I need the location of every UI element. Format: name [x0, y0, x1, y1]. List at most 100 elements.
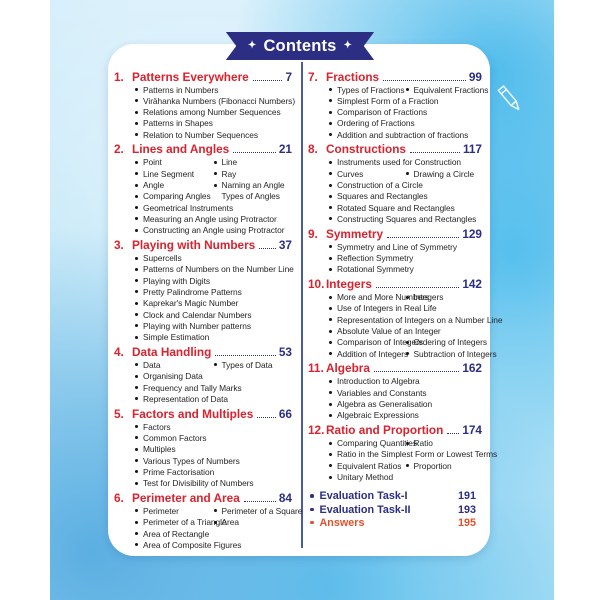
bullet-icon	[329, 183, 332, 187]
topic-label: Patterns in Numbers	[143, 84, 219, 95]
topic-label: Common Factors	[143, 432, 207, 443]
topic-item: Algebraic Expressions	[329, 410, 482, 421]
topic-label: Constructing Squares and Rectangles	[337, 213, 477, 224]
topic-label: Instruments used for Construction	[337, 157, 462, 168]
topic-label: Construction of a Circle	[337, 180, 423, 191]
bullet-icon	[405, 340, 409, 344]
chapter-heading: 12. Ratio and Proportion 174	[308, 423, 482, 437]
topic-row: Geometrical Instruments	[135, 203, 292, 214]
topic-item: Types of Fractions	[329, 85, 406, 96]
extra-page-number: 193	[457, 503, 476, 516]
topic-label: Addition of Integers	[337, 348, 409, 359]
bullet-icon	[329, 340, 332, 344]
topic-item: Point	[135, 157, 214, 168]
topic-label: Prime Factorisation	[143, 466, 215, 477]
chapter-title: Fractions	[326, 69, 380, 84]
chapter-title: Integers	[326, 277, 372, 292]
topic-row: Addition of Integers Subtraction of Inte…	[329, 348, 497, 360]
topic-row: Organising Data	[135, 371, 292, 382]
bullet-icon	[405, 88, 409, 91]
topic-row: Pretty Palindrome Patterns	[135, 287, 292, 298]
topic-label: Factors	[143, 421, 171, 432]
chapter-number: 7.	[308, 69, 318, 84]
topic-row: Relation to Number Sequences	[135, 130, 292, 141]
bullet-icon	[405, 441, 409, 445]
topic-row: Instruments used for Construction	[329, 157, 482, 168]
topic-item: Measuring an Angle using Protractor	[135, 214, 292, 225]
topic-label: Representation of Integers on a Number L…	[337, 314, 503, 325]
topic-item: Naming an Angle	[213, 180, 293, 191]
topic-row: Constructing Squares and Rectangles	[329, 214, 482, 225]
topic-label: Types of Fractions	[337, 84, 405, 95]
page-title: Contents	[263, 36, 337, 55]
topic-item: Representation of Data	[135, 394, 292, 405]
topic-item: Ray	[213, 168, 293, 180]
topic-label: Comparison of Fractions	[337, 107, 428, 118]
topic-row: Reflection Symmetry	[329, 253, 482, 264]
topic-item: Various Types of Numbers	[135, 456, 292, 467]
topic-item: Ordering of Integers	[405, 337, 487, 348]
bullet-icon	[135, 279, 138, 283]
dotted-leader	[373, 371, 460, 373]
topic-item: Algebra as Generalisation	[329, 399, 482, 410]
topic-label: Ray	[221, 168, 237, 179]
topic-item: Prime Factorisation	[135, 467, 292, 478]
topic-label: Relations among Number Sequences	[143, 107, 281, 118]
topic-row: Perimeter Perimeter of a Square	[135, 506, 302, 517]
chapter-title: Symmetry	[326, 226, 384, 241]
bullet-icon	[213, 160, 217, 164]
bullet-icon	[329, 110, 332, 114]
topic-label: Squares and Rectangles	[337, 191, 428, 202]
star-icon: ✦	[343, 40, 353, 51]
topic-item: Frequency and Tally Marks	[135, 383, 292, 394]
bullet-icon	[135, 133, 138, 137]
topic-item: Squares and Rectangles	[329, 191, 482, 202]
bullet-icon	[213, 363, 217, 367]
chapter-entry: 1. Patterns Everywhere 7 Patterns in Num…	[114, 69, 296, 141]
topic-list: More and More Numbers Integers Use of In…	[308, 292, 503, 360]
topic-row: Playing with Number patterns	[135, 321, 292, 332]
chapter-title: Perimeter and Area	[132, 490, 240, 505]
bullet-icon	[135, 301, 138, 305]
chapter-number: 4.	[114, 344, 124, 359]
chapter-heading: 8. Constructions 117	[308, 142, 482, 156]
topic-label: More and More Numbers	[337, 292, 430, 303]
bullet-icon	[135, 425, 138, 429]
contents-banner: ✦ Contents ✦	[225, 32, 375, 60]
bullet-icon	[135, 206, 138, 210]
topic-list: Perimeter Perimeter of a Square Perimete…	[114, 506, 302, 551]
topic-row: Clock and Calendar Numbers	[135, 310, 292, 321]
extra-page-number: 195	[457, 516, 476, 529]
chapter-title: Algebra	[326, 361, 370, 376]
topic-row: Common Factors	[135, 433, 292, 444]
topic-row: Rotational Symmetry	[329, 264, 482, 275]
dotted-leader	[387, 236, 460, 238]
topic-row: Curves Drawing a Circle	[329, 169, 482, 180]
chapter-title: Factors and Multiples	[132, 406, 254, 421]
chapter-title: Constructions	[326, 142, 406, 157]
chapter-number: 1.	[114, 69, 124, 84]
topic-item: Equivalent Fractions	[405, 85, 488, 96]
bullet-icon	[135, 290, 138, 294]
topic-row: Constructing an Angle using Protractor	[135, 225, 292, 236]
topic-list: Point Line Line Segment Ray Angle Naming…	[114, 157, 292, 236]
topic-label: Clock and Calendar Numbers	[143, 309, 252, 320]
topic-label: Playing with Digits	[143, 275, 211, 286]
topic-row: Unitary Method	[329, 472, 482, 483]
topic-label: Unitary Method	[337, 472, 394, 483]
topic-row: Playing with Digits	[135, 276, 292, 287]
topic-label: Ratio in the Simplest Form or Lowest Ter…	[337, 449, 498, 460]
bullet-icon	[135, 386, 138, 390]
topic-list: Patterns in Numbers Virāhanka Numbers (F…	[114, 84, 296, 141]
bullet-icon	[329, 160, 332, 164]
topic-item: Introduction to Algebra	[329, 376, 482, 387]
topic-label: Perimeter of a Triangle	[143, 517, 227, 528]
chapter-entry: 10. Integers 142 More and More Numbers I…	[308, 277, 503, 360]
topic-item: Types of Angles	[214, 191, 293, 202]
chapter-entry: 4. Data Handling 53 Data Types of Data O…	[114, 345, 292, 405]
topic-item: Relations among Number Sequences	[135, 107, 292, 118]
topic-row: Data Types of Data	[135, 360, 292, 371]
topic-row: Frequency and Tally Marks	[135, 383, 292, 394]
bullet-icon	[329, 267, 332, 271]
topic-label: Virāhanka Numbers (Fibonacci Numbers)	[143, 95, 296, 106]
